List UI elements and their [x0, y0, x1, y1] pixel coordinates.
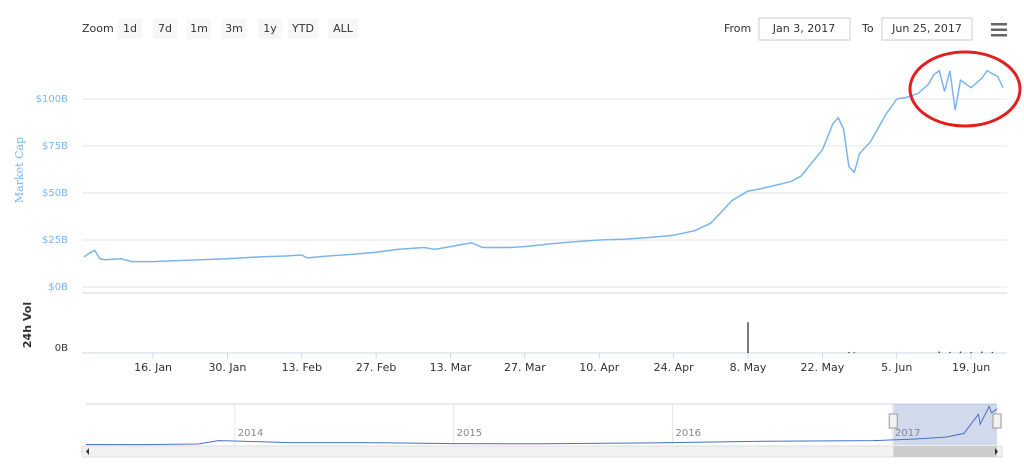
- volume-tick-label: 0B: [55, 343, 68, 354]
- x-tick-label: 5. Jun: [881, 361, 912, 374]
- y-tick-label: $75B: [42, 141, 68, 152]
- zoom-button[interactable]: 1y: [263, 22, 277, 35]
- scrollbar-track: [81, 445, 1003, 458]
- scroll-left-arrow[interactable]: [86, 448, 89, 455]
- volume-bar: [991, 351, 994, 353]
- menu-button[interactable]: [991, 23, 1007, 37]
- volume-bar: [970, 351, 972, 353]
- from-label: From: [724, 22, 751, 35]
- zoom-button[interactable]: 7d: [158, 22, 172, 35]
- volume-bar: [949, 351, 951, 353]
- zoom-button-bg[interactable]: [328, 19, 358, 39]
- zoom-label: Zoom: [82, 22, 114, 35]
- zoom-button-bg[interactable]: [258, 19, 282, 39]
- x-tick-label: 8. May: [730, 361, 767, 374]
- zoom-button[interactable]: 3m: [225, 22, 243, 35]
- x-tick-label: 27. Feb: [356, 361, 396, 374]
- zoom-button-bg[interactable]: [153, 19, 177, 39]
- volume-bar: [981, 351, 983, 353]
- navigator-handle[interactable]: [888, 413, 898, 429]
- navigator-tick-label: 2014: [238, 428, 263, 439]
- scrollbar-thumb[interactable]: [893, 446, 997, 457]
- y-tick-label: $0B: [48, 282, 68, 293]
- zoom-button[interactable]: ALL: [333, 22, 354, 35]
- to-input[interactable]: Jun 25, 2017: [891, 22, 962, 35]
- navigator-selection: [893, 404, 997, 445]
- navigator-tick-label: 2015: [457, 428, 482, 439]
- highlight-circle: [908, 50, 1022, 128]
- x-tick-label: 10. Apr: [579, 361, 619, 374]
- y-axis-title: Market Cap: [13, 137, 26, 203]
- to-input-box[interactable]: [881, 17, 973, 41]
- navigator-handle[interactable]: [992, 413, 1002, 429]
- navigator-line: [85, 405, 998, 446]
- y-tick-label: $100B: [36, 94, 68, 105]
- x-tick-label: 13. Feb: [282, 361, 322, 374]
- volume-axis-title: 24h Vol: [21, 302, 34, 348]
- from-input-box[interactable]: [758, 17, 851, 41]
- zoom-button-bg[interactable]: [222, 19, 246, 39]
- x-tick-label: 30. Jan: [208, 361, 246, 374]
- toolbar: Zoom From Jan 3, 2017 To Jun 25, 2017: [82, 17, 1007, 41]
- zoom-button[interactable]: 1m: [190, 22, 208, 35]
- navigator-tick-label: 2017: [895, 428, 920, 439]
- x-tick-label: 13. Mar: [430, 361, 472, 374]
- volume-bar: [959, 351, 962, 353]
- x-tick-label: 22. May: [801, 361, 845, 374]
- volume-bar: [938, 351, 940, 353]
- x-tick-label: 24. Apr: [654, 361, 694, 374]
- zoom-button[interactable]: YTD: [291, 22, 314, 35]
- x-tick-label: 19. Jun: [952, 361, 990, 374]
- zoom-button-bg[interactable]: [118, 19, 142, 39]
- volume-bar: [848, 351, 850, 353]
- y-tick-label: $50B: [42, 188, 68, 199]
- volume-bar: [747, 322, 749, 353]
- x-tick-label: 27. Mar: [504, 361, 546, 374]
- x-tick-label: 16. Jan: [134, 361, 172, 374]
- zoom-button[interactable]: 1d: [123, 22, 137, 35]
- market-cap-line: [83, 69, 1004, 263]
- volume-bar: [853, 352, 855, 353]
- navigator-tick-label: 2016: [676, 428, 701, 439]
- zoom-button-bg[interactable]: [288, 19, 318, 39]
- y-tick-label: $25B: [42, 235, 68, 246]
- to-label: To: [861, 22, 874, 35]
- zoom-button-bg[interactable]: [187, 19, 211, 39]
- from-input[interactable]: Jan 3, 2017: [772, 22, 835, 35]
- scroll-right-arrow[interactable]: [995, 448, 998, 455]
